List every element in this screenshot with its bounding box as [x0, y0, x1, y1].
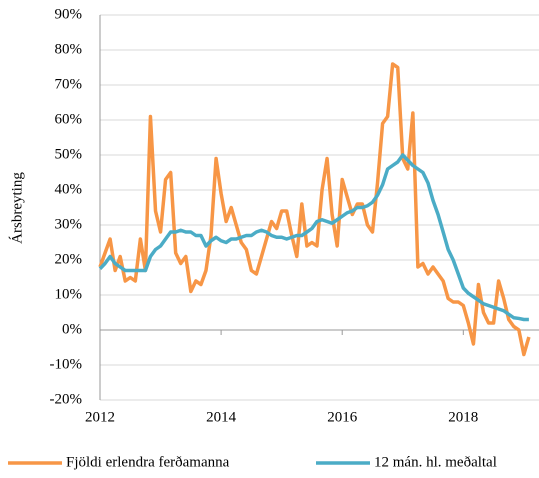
series-line: [98, 62, 531, 357]
y-tick-label: 0%: [62, 321, 82, 337]
legend-label: 12 mán. hl. meðaltal: [374, 454, 497, 470]
y-tick-label: 50%: [55, 146, 83, 162]
y-tick-label: 40%: [55, 181, 83, 197]
legend-label: Fjöldi erlendra ferðamanna: [66, 454, 230, 470]
x-tick-label: 2016: [327, 409, 358, 425]
x-tick-label: 2018: [448, 409, 478, 425]
y-tick-label: 20%: [55, 251, 83, 267]
x-tick-label: 2012: [85, 409, 115, 425]
y-axis-label: Ársbreyting: [8, 172, 25, 244]
y-tick-label: 90%: [55, 6, 83, 22]
y-tick-label: 80%: [55, 41, 83, 57]
y-tick-label: -20%: [50, 391, 83, 407]
y-tick-label: 10%: [55, 286, 83, 302]
x-tick-label: 2014: [206, 409, 237, 425]
y-tick-label: -10%: [50, 356, 83, 372]
y-tick-label: 30%: [55, 216, 83, 232]
y-tick-label: 70%: [55, 76, 83, 92]
series-line: [98, 153, 529, 322]
y-tick-label: 60%: [55, 111, 83, 127]
